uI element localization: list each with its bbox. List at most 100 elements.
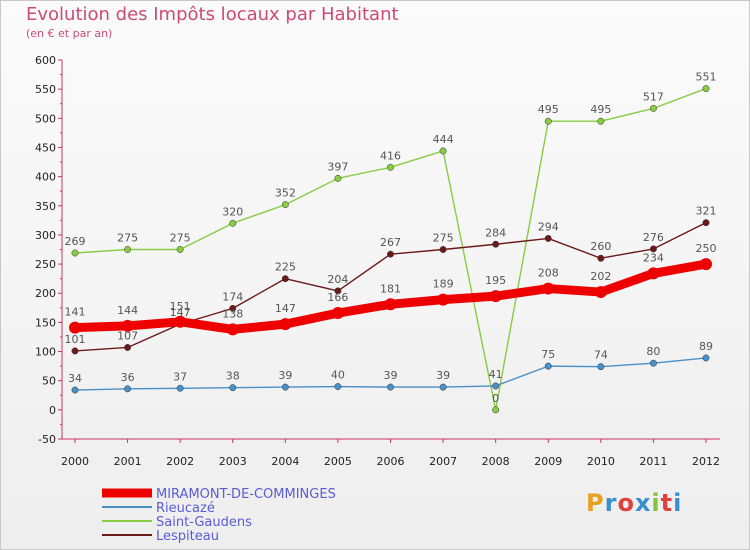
data-label-saint-gaudens: 495 (590, 103, 611, 116)
data-point-rieucaz- (492, 382, 500, 390)
data-label-rieucaz-: 34 (68, 372, 82, 385)
data-label-lespiteau: 284 (485, 226, 506, 239)
data-label-rieucaz-: 38 (226, 370, 240, 383)
data-label-miramont-de-comminges: 202 (590, 270, 611, 283)
data-label-saint-gaudens: 275 (117, 232, 138, 245)
data-label-lespiteau: 147 (170, 306, 191, 319)
data-point-saint-gaudens (649, 104, 657, 112)
data-label-miramont-de-comminges: 250 (696, 242, 717, 255)
series-lines (69, 85, 712, 414)
legend-label-saint-gaudens: Saint-Gaudens (156, 515, 252, 530)
y-tick-label: 300 (35, 229, 56, 242)
data-label-saint-gaudens: 397 (327, 160, 348, 173)
data-point-lespiteau (334, 287, 342, 295)
data-point-lespiteau (649, 245, 657, 253)
data-point-saint-gaudens (281, 201, 289, 209)
data-label-saint-gaudens: 0 (492, 392, 499, 405)
y-tick-label: 100 (35, 346, 56, 359)
data-point-saint-gaudens (229, 219, 237, 227)
x-tick-label: 2010 (587, 455, 615, 468)
data-point-lespiteau (229, 304, 237, 312)
x-tick-label: 2000 (61, 455, 89, 468)
y-tick-label: 50 (42, 375, 56, 388)
data-point-rieucaz- (597, 363, 605, 371)
data-point-saint-gaudens (544, 117, 552, 125)
x-tick-label: 2011 (639, 455, 667, 468)
data-point-rieucaz- (71, 386, 79, 394)
data-label-rieucaz-: 75 (541, 348, 555, 361)
data-label-rieucaz-: 80 (646, 345, 660, 358)
data-point-miramont-de-comminges (226, 323, 239, 336)
logo-letter: r (604, 489, 618, 517)
data-point-lespiteau (124, 344, 132, 351)
y-tick-label: 500 (35, 112, 56, 125)
data-point-miramont-de-comminges (647, 267, 660, 280)
data-point-rieucaz- (649, 359, 657, 367)
data-label-saint-gaudens: 517 (643, 90, 664, 103)
data-point-saint-gaudens (176, 246, 184, 253)
data-point-rieucaz- (281, 383, 289, 391)
data-label-saint-gaudens: 551 (696, 71, 717, 84)
y-tick-label: 0 (49, 404, 56, 417)
data-point-rieucaz- (176, 384, 184, 392)
axes: -500501001502002503003504004505005506002… (35, 54, 720, 468)
data-label-miramont-de-comminges: 141 (65, 306, 86, 319)
x-tick-label: 2009 (534, 455, 562, 468)
logo-letter: x (634, 489, 652, 517)
x-tick-label: 2006 (377, 455, 405, 468)
legend-label-rieucaz-: Rieucazé (156, 501, 215, 516)
data-label-miramont-de-comminges: 195 (485, 274, 506, 287)
data-label-saint-gaudens: 352 (275, 187, 296, 200)
data-point-miramont-de-comminges (489, 290, 502, 303)
logo-letter: i (651, 489, 661, 517)
data-label-saint-gaudens: 495 (538, 103, 559, 116)
data-point-miramont-de-comminges (594, 286, 607, 299)
data-label-miramont-de-comminges: 181 (380, 282, 401, 295)
series-line-saint-gaudens (74, 87, 707, 411)
data-point-lespiteau (439, 246, 447, 253)
data-point-miramont-de-comminges (700, 258, 712, 271)
data-label-saint-gaudens: 269 (65, 235, 86, 248)
x-tick-label: 2004 (271, 455, 299, 468)
data-point-lespiteau (492, 240, 500, 248)
x-tick-label: 2005 (324, 455, 352, 468)
data-label-lespiteau: 101 (65, 333, 86, 346)
chart-subtitle: (en € et par an) (26, 27, 113, 40)
data-point-lespiteau (544, 234, 552, 242)
x-tick-label: 2008 (482, 455, 510, 468)
chart-title: Evolution des Impôts locaux par Habitant (26, 4, 399, 25)
y-tick-label: 350 (35, 200, 56, 213)
data-label-rieucaz-: 41 (489, 368, 503, 381)
data-label-miramont-de-comminges: 189 (433, 278, 454, 291)
data-point-miramont-de-comminges (542, 282, 555, 295)
data-label-lespiteau: 275 (433, 232, 454, 245)
data-label-lespiteau: 204 (327, 273, 348, 286)
data-label-rieucaz-: 39 (436, 369, 450, 382)
y-tick-label: 450 (35, 141, 56, 154)
data-point-rieucaz- (544, 362, 552, 370)
data-point-lespiteau (71, 347, 79, 355)
data-label-saint-gaudens: 275 (170, 232, 191, 245)
data-label-rieucaz-: 37 (173, 370, 187, 383)
data-label-saint-gaudens: 444 (433, 133, 454, 146)
data-label-rieucaz-: 89 (699, 340, 713, 353)
logo-letter: i (673, 489, 683, 517)
proxiti-logo: Proxiti (586, 489, 682, 517)
data-label-miramont-de-comminges: 151 (170, 300, 191, 313)
y-tick-label: -50 (38, 433, 56, 446)
data-point-saint-gaudens (71, 249, 79, 257)
data-point-lespiteau (597, 254, 605, 262)
data-point-rieucaz- (439, 383, 447, 391)
data-label-lespiteau: 174 (222, 290, 243, 303)
data-label-miramont-de-comminges: 234 (643, 251, 664, 264)
data-label-lespiteau: 294 (538, 220, 559, 233)
data-label-miramont-de-comminges: 147 (275, 302, 296, 315)
data-point-lespiteau (702, 219, 710, 227)
logo-letter: o (617, 489, 635, 517)
x-tick-label: 2001 (114, 455, 142, 468)
data-point-miramont-de-comminges (69, 321, 81, 334)
data-label-rieucaz-: 74 (594, 349, 608, 362)
data-point-rieucaz- (124, 385, 132, 393)
data-label-saint-gaudens: 416 (380, 149, 401, 162)
